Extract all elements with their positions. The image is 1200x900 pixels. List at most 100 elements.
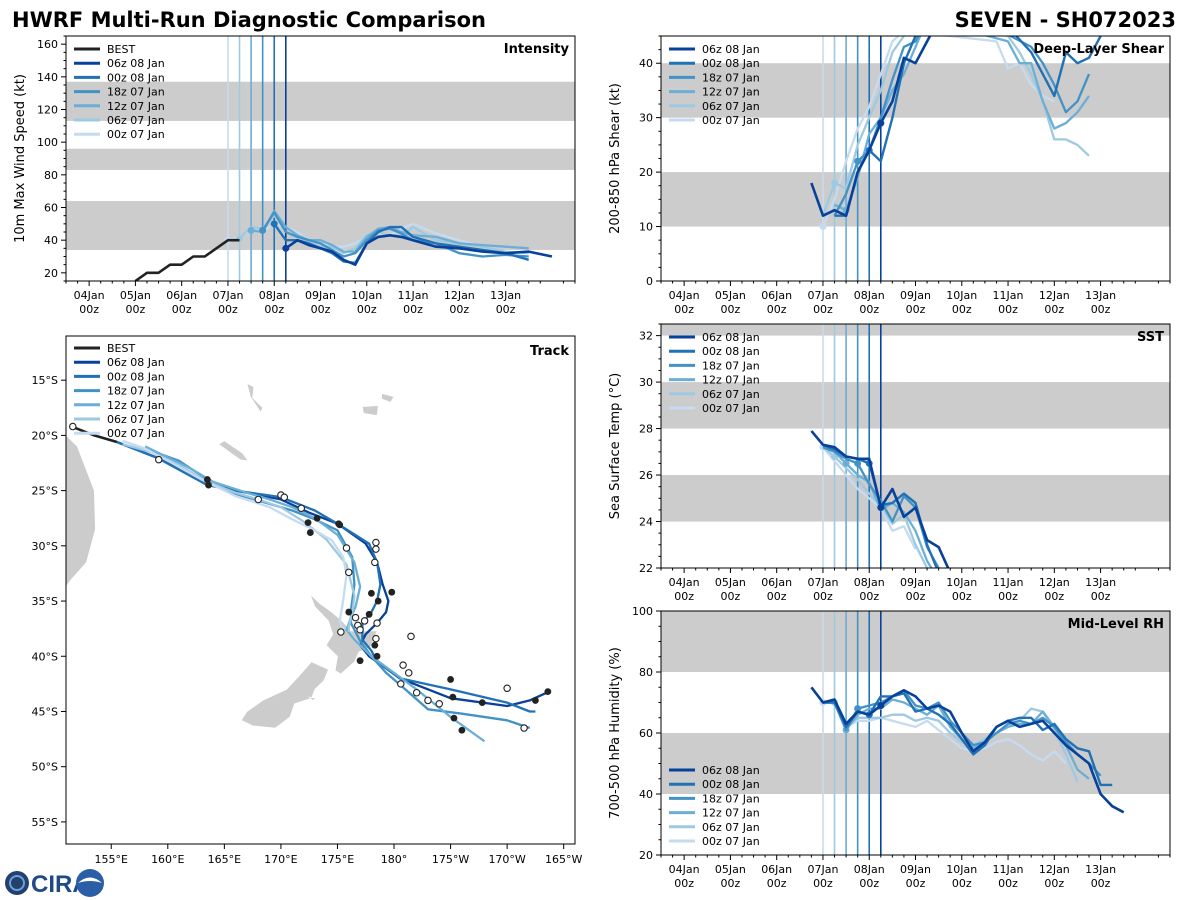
shear-xtick-label: 11Jan 00z — [993, 289, 1024, 316]
rh-xtick-label: 06Jan 00z — [761, 863, 792, 890]
sst-xtick-date: 07Jan — [807, 576, 838, 589]
shear-xtick-label: 08Jan 00z — [854, 289, 885, 316]
shear-xtick-label: 09Jan 00z — [900, 289, 931, 316]
intensity-threshold-band — [66, 148, 575, 170]
sst-xtick-date: 09Jan — [900, 576, 931, 589]
south-island — [240, 661, 329, 729]
intensity-ytick-label: 160 — [37, 38, 58, 51]
sst-xtick-hour: 00z — [859, 590, 879, 603]
track-12h-point — [503, 684, 511, 693]
vanuatu — [246, 382, 264, 413]
cira-logo-ring-icon — [9, 875, 25, 891]
intensity-legend-label: 06z 07 Jan — [107, 114, 165, 127]
sst-title: SST — [1137, 330, 1164, 345]
rh-ytick-label: 20 — [639, 849, 653, 862]
shear-xtick-label: 07Jan 00z — [807, 289, 838, 316]
sst-xtick-label: 05Jan 00z — [715, 576, 746, 603]
track-6h-point — [203, 476, 211, 483]
track-6h-point — [345, 608, 353, 616]
intensity-xtick-label: 11Jan 00z — [398, 289, 429, 316]
sst-xtick-label: 07Jan 00z — [807, 576, 838, 603]
noaa-logo-icon — [76, 869, 104, 897]
australia-landmass — [66, 434, 96, 587]
sst-legend-label: 12z 07 Jan — [702, 374, 760, 387]
sst-xtick-label: 09Jan 00z — [900, 576, 931, 603]
track-12h-point — [372, 538, 380, 547]
track-12h-point — [412, 688, 421, 697]
rh-xtick-label: 11Jan 00z — [993, 863, 1024, 890]
intensity-ytick-label: 20 — [44, 267, 58, 280]
track-ytick-label: 20°S — [32, 429, 58, 442]
track-12h-point — [351, 613, 360, 622]
intensity-init-point — [270, 220, 278, 228]
track-6h-point — [458, 726, 466, 734]
figure-title: HWRF Multi-Run Diagnostic Comparison — [12, 8, 486, 32]
rh-xtick-date: 07Jan — [807, 863, 838, 876]
shear-xtick-hour: 00z — [813, 303, 833, 316]
intensity-init-point — [247, 226, 255, 234]
track-ytick-label: 45°S — [32, 705, 58, 718]
intensity-threshold-band — [66, 81, 575, 121]
sst-xtick-hour: 00z — [998, 590, 1018, 603]
sst-xtick-hour: 00z — [767, 590, 787, 603]
intensity-legend-label: BEST — [107, 43, 135, 56]
intensity-series-line — [285, 234, 553, 267]
track-12h-point — [404, 669, 413, 677]
shear-threshold-band — [661, 63, 1170, 118]
rh-ytick-label: 40 — [639, 788, 653, 801]
track-xtick-label: 160°E — [151, 853, 184, 866]
track-legend-label: 06z 07 Jan — [107, 413, 165, 426]
intensity-ytick-label: 60 — [44, 202, 58, 215]
intensity-xtick-hour: 00z — [218, 303, 238, 316]
intensity-xtick-hour: 00z — [79, 303, 99, 316]
track-6h-point — [306, 529, 314, 536]
intensity-xtick-hour: 00z — [264, 303, 284, 316]
sst-xtick-date: 04Jan — [669, 576, 700, 589]
intensity-xtick-date: 08Jan — [259, 289, 290, 302]
shear-xtick-hour: 00z — [1091, 303, 1111, 316]
rh-xtick-label: 12Jan 00z — [1039, 863, 1070, 890]
track-12h-point — [520, 724, 528, 732]
track-12h-point — [342, 544, 351, 552]
shear-legend-label: 06z 08 Jan — [702, 43, 760, 56]
track-ytick-label: 25°S — [32, 485, 58, 498]
sst-legend-label: 00z 07 Jan — [702, 402, 760, 415]
intensity-ylabel: 10m Max Wind Speed (kt) — [13, 74, 28, 243]
track-12h-point — [254, 495, 263, 504]
shear-init-point — [877, 119, 885, 127]
intensity-xtick-date: 09Jan — [305, 289, 336, 302]
shear-ytick-label: 40 — [639, 57, 653, 70]
track-12h-point — [280, 493, 289, 501]
track-6h-point — [373, 652, 381, 660]
track-legend-label: BEST — [107, 342, 135, 355]
track-legend-label: 06z 08 Jan — [107, 356, 165, 369]
track-12h-point — [373, 619, 381, 627]
rh-xtick-hour: 00z — [721, 877, 741, 890]
track-xtick-label: 180° — [381, 853, 408, 866]
rh-xtick-hour: 00z — [952, 877, 972, 890]
shear-xtick-date: 08Jan — [854, 289, 885, 302]
intensity-xtick-hour: 00z — [449, 303, 469, 316]
rh-ytick-label: 100 — [632, 605, 653, 618]
sst-init-point — [854, 459, 862, 467]
track-ytick-label: 55°S — [32, 816, 58, 829]
sst-legend-label: 18z 07 Jan — [702, 359, 760, 372]
banks-peninsula — [308, 696, 317, 701]
track-xtick-label: 175°E — [321, 853, 354, 866]
track-6h-point — [447, 676, 454, 683]
cira-logo: CIRA — [5, 869, 104, 898]
track-xtick-label: 165°W — [545, 853, 582, 866]
rh-legend-label: 06z 08 Jan — [702, 764, 760, 777]
intensity-xtick-label: 12Jan 00z — [444, 289, 475, 316]
sst-ytick-label: 26 — [639, 469, 653, 482]
track-6h-point — [544, 688, 552, 695]
rh-xtick-hour: 00z — [1091, 877, 1111, 890]
sst-xtick-label: 13Jan 00z — [1085, 576, 1116, 603]
intensity-series-line — [134, 238, 240, 281]
intensity-xtick-date: 06Jan — [166, 289, 197, 302]
track-xtick-label: 170°W — [488, 853, 525, 866]
shear-xtick-label: 05Jan 00z — [715, 289, 746, 316]
intensity-xtick-label: 07Jan 00z — [212, 289, 243, 316]
track-line — [122, 439, 348, 631]
